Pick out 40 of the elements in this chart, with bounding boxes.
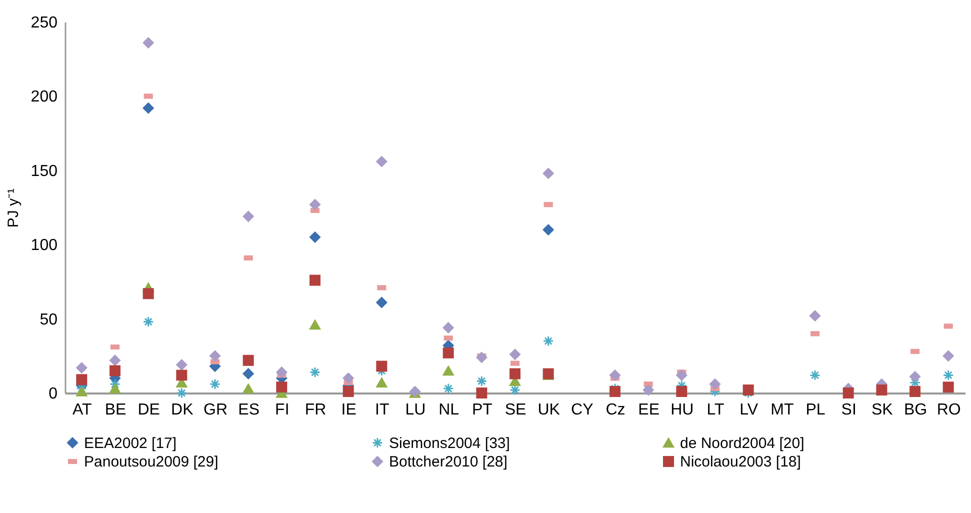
x-tick-label: LU — [405, 402, 426, 418]
y-axis-title: PJ y⁻¹ — [4, 188, 22, 228]
x-tick-label: IE — [341, 402, 356, 418]
x-tick-label: PL — [806, 402, 826, 418]
y-tick-label: 0 — [48, 386, 58, 402]
x-tick-label: SK — [871, 402, 894, 418]
x-tick-label: PT — [472, 402, 493, 418]
x-tick-label: MT — [770, 402, 794, 418]
x-tick-label: SE — [504, 402, 526, 418]
x-tick-label: HU — [670, 402, 694, 418]
x-tick-label: ES — [238, 402, 260, 418]
x-tick-label: BE — [104, 402, 126, 418]
x-tick-label: LV — [740, 402, 758, 418]
y-tick-label: 150 — [30, 162, 58, 180]
legend-label: Bottcher2010 [28] — [389, 454, 508, 470]
legend-label: Panoutsou2009 [29] — [84, 454, 218, 470]
legend-label: de Noord2004 [20] — [680, 434, 804, 452]
x-tick-label: BG — [904, 402, 928, 418]
legend-label: Siemons2004 [33] — [389, 434, 510, 452]
y-tick-label: 50 — [40, 311, 58, 328]
x-tick-label: NL — [438, 402, 460, 418]
x-tick-label: DK — [171, 402, 194, 418]
x-tick-label: IT — [375, 402, 390, 418]
x-tick-label: EE — [638, 402, 660, 418]
y-tick-label: 200 — [30, 88, 58, 106]
x-tick-label: CY — [571, 402, 594, 418]
y-tick-label: 100 — [30, 237, 58, 254]
x-tick-label: RO — [936, 402, 961, 418]
x-tick-label: UK — [538, 402, 560, 418]
x-tick-label: LT — [706, 402, 724, 418]
y-tick-label: 250 — [30, 14, 58, 32]
x-tick-label: FR — [304, 402, 326, 418]
x-tick-label: FI — [275, 402, 290, 418]
legend-label: EEA2002 [17] — [84, 434, 177, 452]
x-tick-label: AT — [72, 402, 92, 418]
x-tick-label: DE — [138, 402, 160, 418]
x-tick-label: GR — [204, 402, 228, 418]
legend-label: Nicolaou2003 [18] — [680, 454, 801, 470]
x-tick-label: SI — [841, 402, 856, 418]
x-tick-label: Cz — [606, 402, 626, 418]
